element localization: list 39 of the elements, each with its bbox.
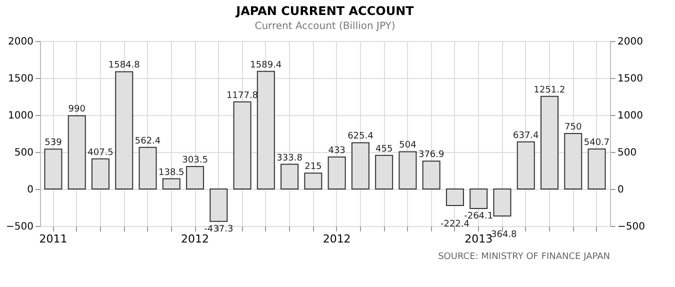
chart-title: JAPAN CURRENT ACCOUNT xyxy=(235,4,415,18)
y-tick-label: 0 xyxy=(27,184,34,196)
y2-tick-label: 2000 xyxy=(618,36,643,48)
y2-tick-label: −500 xyxy=(618,222,645,232)
data-label: 750 xyxy=(564,122,582,132)
data-label: 433 xyxy=(328,146,346,156)
data-label: 303.5 xyxy=(182,156,208,166)
data-label: 539 xyxy=(44,138,62,148)
y-tick-label: 1000 xyxy=(8,110,34,122)
data-label: 376.9 xyxy=(418,150,444,160)
data-label: 455 xyxy=(375,144,393,154)
y-tick-label: 500 xyxy=(14,148,34,158)
data-label: 407.5 xyxy=(88,148,114,158)
data-label: 1589.4 xyxy=(250,60,282,70)
data-label: 215 xyxy=(304,162,322,172)
y-tick-label: 1500 xyxy=(8,74,34,84)
data-label: 625.4 xyxy=(348,132,374,142)
data-label: 637.4 xyxy=(512,130,540,141)
y2-tick-label: 1000 xyxy=(618,110,643,122)
data-label: 562.4 xyxy=(134,136,161,146)
data-label: 333.8 xyxy=(276,153,303,164)
x-tick-label: 2011 xyxy=(39,232,68,246)
x-tick-label: 2012 xyxy=(322,232,351,246)
data-label: 1251.2 xyxy=(534,85,566,96)
y2-tick-label: 1500 xyxy=(618,74,643,84)
data-label: 990 xyxy=(68,104,86,115)
data-label: -437.3 xyxy=(204,224,234,234)
data-label: -222.4 xyxy=(440,219,470,230)
data-label: 540.7 xyxy=(584,138,610,148)
data-label: 138.5 xyxy=(158,168,184,178)
y-tick-label: −500 xyxy=(6,222,34,232)
data-label: 1584.8 xyxy=(108,60,140,71)
y-tick-label: 2000 xyxy=(8,36,34,48)
y2-tick-label: 500 xyxy=(618,148,637,158)
y2-tick-label: 0 xyxy=(618,184,624,196)
chart-subtitle: Current Account (Billion JPY) xyxy=(254,21,396,32)
x-tick-label: 2012 xyxy=(181,232,210,246)
source-note: SOURCE: MINISTRY OF FINANCE JAPAN xyxy=(438,252,610,262)
data-label: 504 xyxy=(399,140,417,151)
